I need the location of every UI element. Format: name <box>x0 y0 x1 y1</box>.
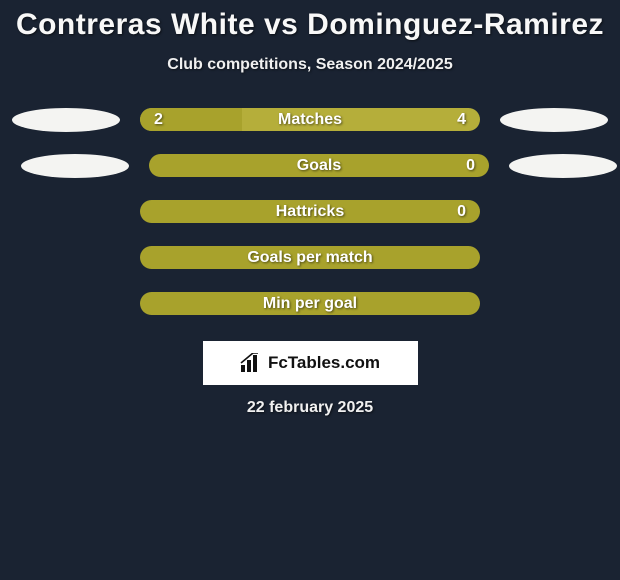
bar-label: Goals per match <box>140 246 480 269</box>
left-ellipse <box>12 246 120 270</box>
right-ellipse <box>500 292 608 316</box>
right-ellipse <box>500 246 608 270</box>
bar-label: Matches <box>140 108 480 131</box>
page-title: Contreras White vs Dominguez-Ramirez <box>0 8 620 42</box>
bar-label: Hattricks <box>140 200 480 223</box>
right-ellipse <box>500 108 608 132</box>
stat-row: Goals per match <box>0 246 620 269</box>
bar-value-left: 2 <box>154 108 163 131</box>
stat-row: Matches2 4 <box>0 108 620 131</box>
stats-card: Contreras White vs Dominguez-Ramirez Clu… <box>0 0 620 417</box>
stat-row: Goals0 <box>0 154 620 177</box>
stat-bar: Goals0 <box>149 154 489 177</box>
logo-text: FcTables.com <box>268 353 380 373</box>
left-ellipse <box>12 292 120 316</box>
bar-label: Goals <box>149 154 489 177</box>
right-ellipse <box>500 200 608 224</box>
logo-box: FcTables.com <box>203 341 418 385</box>
left-ellipse <box>12 200 120 224</box>
stat-bar: Min per goal <box>140 292 480 315</box>
bar-value-right: 0 <box>466 154 475 177</box>
bar-value-right: 4 <box>457 108 466 131</box>
left-ellipse <box>12 108 120 132</box>
stat-bar: Matches2 4 <box>140 108 480 131</box>
stat-bar: Hattricks0 <box>140 200 480 223</box>
stat-row: Hattricks0 <box>0 200 620 223</box>
subtitle: Club competitions, Season 2024/2025 <box>0 56 620 74</box>
right-ellipse <box>509 154 617 178</box>
bars-icon <box>240 353 262 373</box>
left-ellipse <box>21 154 129 178</box>
bar-value-right: 0 <box>457 200 466 223</box>
bar-label: Min per goal <box>140 292 480 315</box>
stat-bar: Goals per match <box>140 246 480 269</box>
stat-row: Min per goal <box>0 292 620 315</box>
stat-rows: Matches24Goals0Hattricks0Goals per match… <box>0 108 620 315</box>
date-text: 22 february 2025 <box>0 399 620 417</box>
